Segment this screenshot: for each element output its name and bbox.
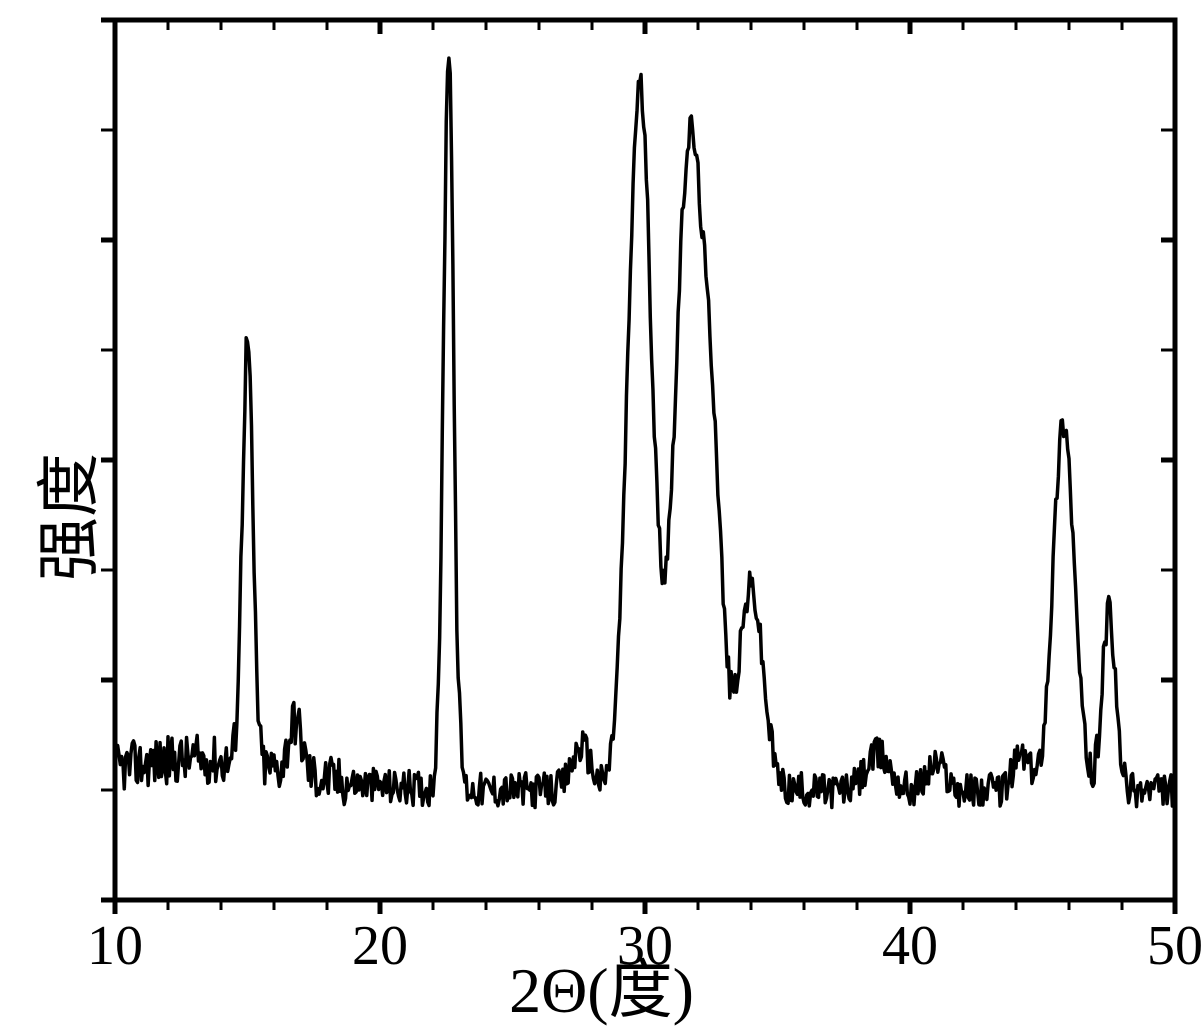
x-tick-label: 50 xyxy=(1135,914,1203,978)
x-tick-label: 10 xyxy=(75,914,155,978)
x-tick-label: 40 xyxy=(870,914,950,978)
x-tick-label: 20 xyxy=(340,914,420,978)
plot-svg xyxy=(0,0,1203,1033)
x-tick-label: 30 xyxy=(605,914,685,978)
xrd-chart: 强度 2Θ(度) 1020304050 xyxy=(0,0,1203,1033)
